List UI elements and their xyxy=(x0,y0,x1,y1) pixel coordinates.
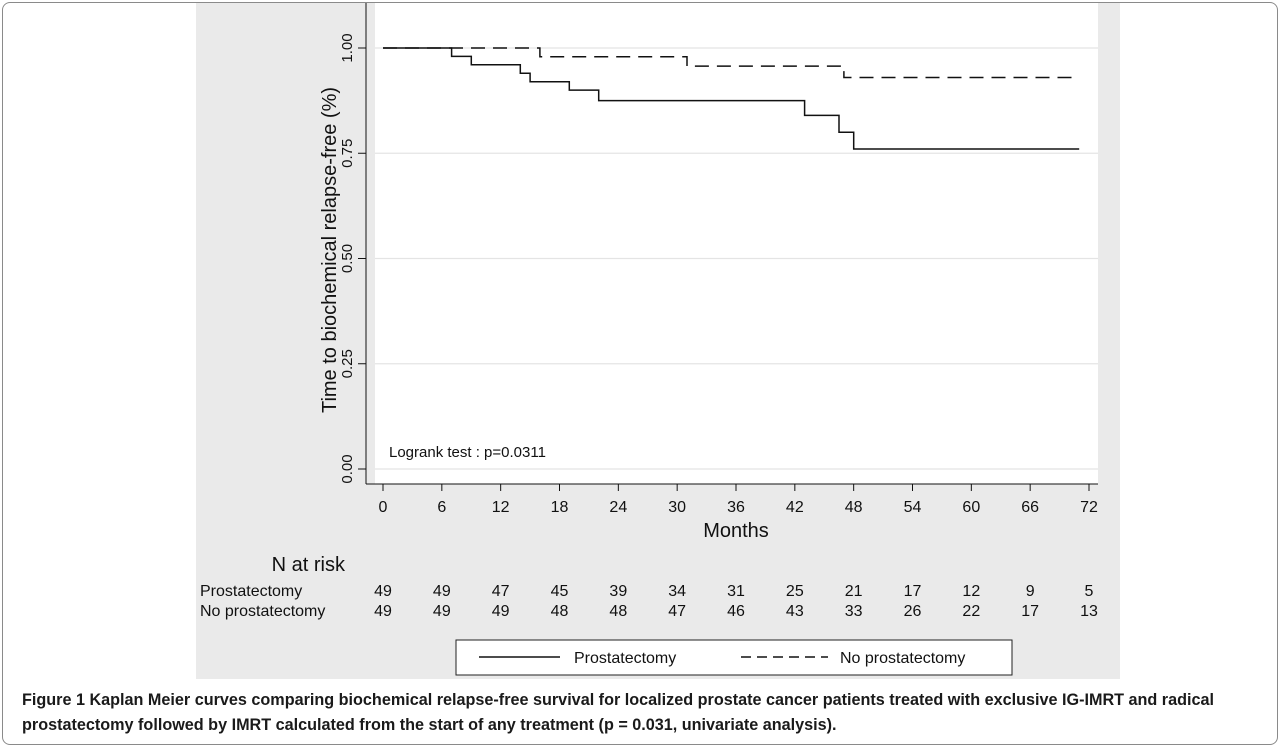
y-tick-label: 0.25 xyxy=(339,349,356,378)
series-line-prostatectomy xyxy=(383,47,1080,150)
risk-value: 31 xyxy=(727,583,745,600)
series-lines xyxy=(383,47,1080,150)
risk-value: 34 xyxy=(668,583,686,600)
axes: 0.00 0.25 0.50 0.75 1.00 0 6 12 18 24 30 36 42 48 54 60… xyxy=(339,3,1098,516)
risk-value: 48 xyxy=(609,603,627,620)
x-tick-label: 48 xyxy=(845,499,863,516)
x-tick-label: 60 xyxy=(962,499,980,516)
x-axis-label: Months xyxy=(703,520,769,542)
y-axis-label: Time to biochemical relapse-free (%) xyxy=(319,87,341,413)
risk-value: 49 xyxy=(374,603,392,620)
y-tick-label: 1.00 xyxy=(339,33,356,62)
risk-value: 21 xyxy=(845,583,863,600)
risk-value: 39 xyxy=(609,583,627,600)
x-tick-label: 54 xyxy=(904,499,922,516)
risk-value: 33 xyxy=(845,603,863,620)
risk-table-title: N at risk xyxy=(272,554,346,576)
risk-value: 45 xyxy=(551,583,569,600)
plot-background xyxy=(375,3,1098,484)
risk-value: 49 xyxy=(492,603,510,620)
x-tick-label: 0 xyxy=(379,499,388,516)
kaplan-meier-chart: 0.00 0.25 0.50 0.75 1.00 0 6 12 18 24 30 36 42 48 54 60… xyxy=(200,3,1098,676)
series-line-no-prostatectomy xyxy=(383,47,1080,79)
risk-value: 17 xyxy=(904,583,922,600)
risk-table: N at risk Prostatectomy 49 49 47 45 39 34 31 25 2… xyxy=(200,554,1098,620)
y-tick-label: 0.75 xyxy=(339,139,356,168)
logrank-annotation: Logrank test : p=0.0311 xyxy=(389,444,546,461)
x-tick-label: 24 xyxy=(609,499,627,516)
x-tick-label: 18 xyxy=(551,499,569,516)
risk-value: 46 xyxy=(727,603,745,620)
x-tick-label: 12 xyxy=(492,499,510,516)
figure-caption: Figure 1 Kaplan Meier curves comparing b… xyxy=(22,688,1262,738)
risk-value: 47 xyxy=(668,603,686,620)
risk-value: 47 xyxy=(492,583,510,600)
risk-value: 49 xyxy=(433,603,451,620)
x-tick-label: 66 xyxy=(1021,499,1039,516)
risk-value: 12 xyxy=(962,583,980,600)
risk-value: 22 xyxy=(962,603,980,620)
legend-label-prostatectomy: Prostatectomy xyxy=(574,650,676,667)
risk-row-label: No prostatectomy xyxy=(200,603,325,620)
x-tick-label: 72 xyxy=(1080,499,1098,516)
x-tick-label: 42 xyxy=(786,499,804,516)
x-tick-label: 6 xyxy=(437,499,446,516)
risk-value: 13 xyxy=(1080,603,1098,620)
risk-value: 25 xyxy=(786,583,804,600)
risk-value: 17 xyxy=(1021,603,1039,620)
risk-value: 48 xyxy=(551,603,569,620)
risk-value: 49 xyxy=(433,583,451,600)
risk-value: 5 xyxy=(1085,583,1094,600)
risk-value: 9 xyxy=(1026,583,1035,600)
plot-area xyxy=(375,3,1098,484)
figure-caption-text: Kaplan Meier curves comparing biochemica… xyxy=(22,691,1214,734)
legend-box xyxy=(455,639,1013,676)
risk-row-label: Prostatectomy xyxy=(200,583,302,600)
x-tick-label: 36 xyxy=(727,499,745,516)
y-tick-label: 0.50 xyxy=(339,244,356,273)
y-tick-label: 0.00 xyxy=(339,454,356,483)
x-tick-label: 30 xyxy=(668,499,686,516)
risk-value: 49 xyxy=(374,583,392,600)
legend-label-no-prostatectomy: No prostatectomy xyxy=(840,650,965,667)
legend: Prostatectomy No prostatectomy xyxy=(455,639,1013,676)
figure-caption-label: Figure 1 xyxy=(22,691,85,709)
risk-value: 43 xyxy=(786,603,804,620)
risk-value: 26 xyxy=(904,603,922,620)
